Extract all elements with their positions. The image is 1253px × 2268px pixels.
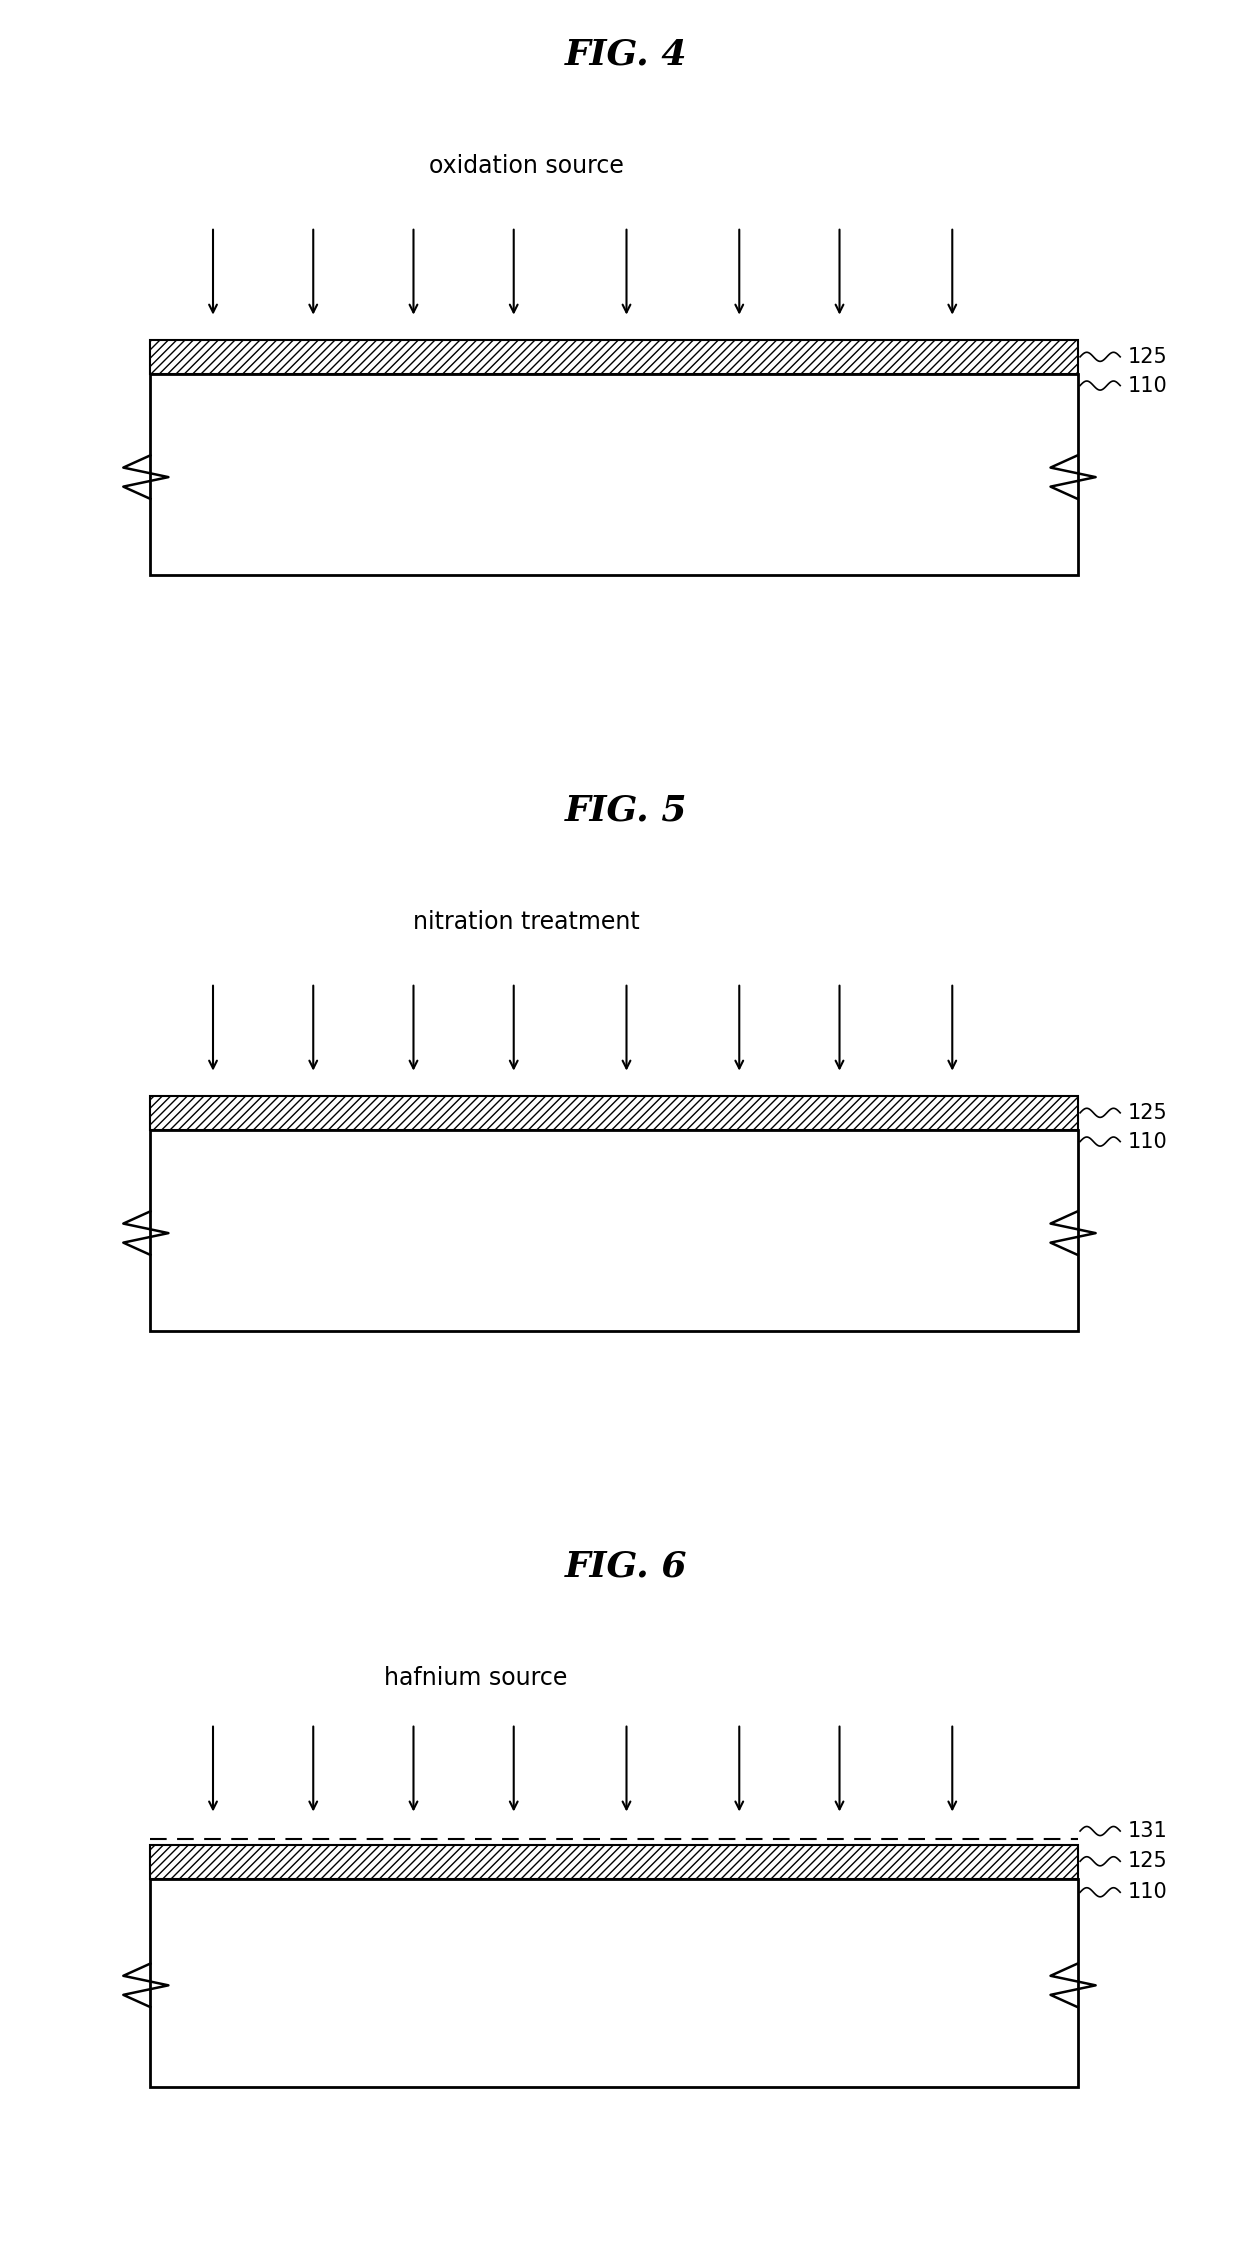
Text: FIG. 6: FIG. 6 [565,1549,688,1583]
Text: 125: 125 [1128,1851,1168,1871]
Bar [150,1878,1078,2087]
Text: hafnium source: hafnium source [385,1667,568,1690]
Text: 110: 110 [1128,376,1168,395]
Bar [150,1129,1078,1331]
Text: 125: 125 [1128,347,1168,367]
Text: 110: 110 [1128,1882,1168,1903]
Bar [150,1844,1078,1878]
Text: oxidation source: oxidation source [429,154,624,179]
Bar [150,374,1078,574]
Text: FIG. 4: FIG. 4 [565,39,688,73]
Bar [150,340,1078,374]
Text: 125: 125 [1128,1102,1168,1123]
Text: 131: 131 [1128,1821,1168,1842]
Text: 110: 110 [1128,1132,1168,1152]
Text: nitration treatment: nitration treatment [413,909,639,934]
Text: FIG. 5: FIG. 5 [565,794,688,828]
Bar [150,1095,1078,1129]
